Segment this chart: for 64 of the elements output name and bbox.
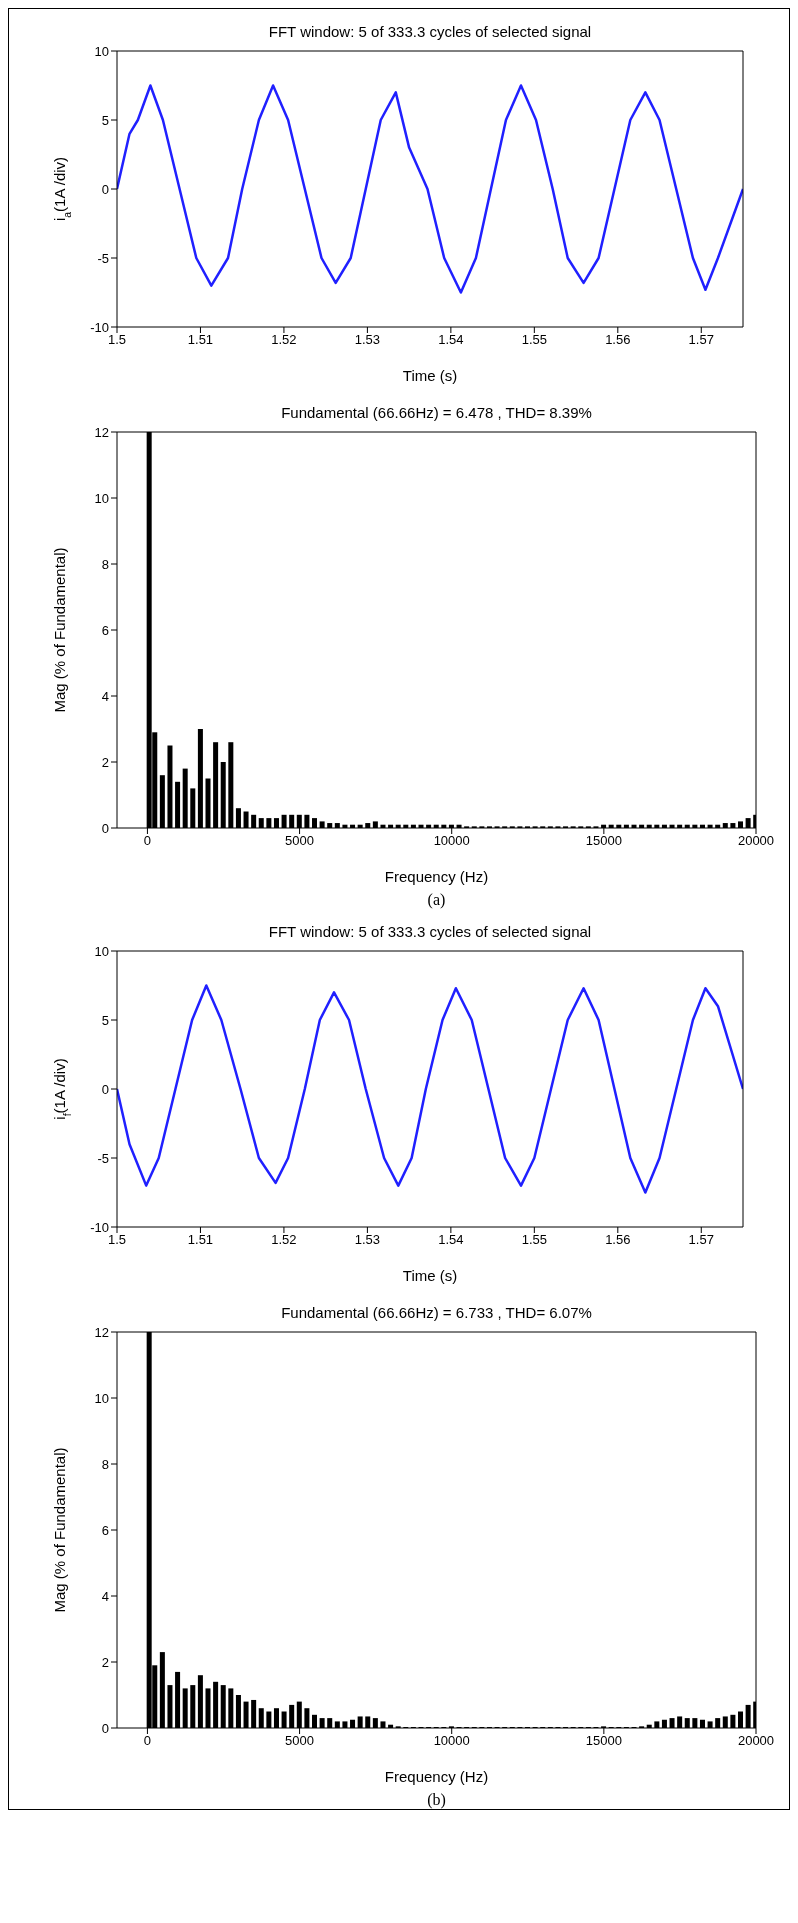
y-axis-title: Mag (% of Fundamental) bbox=[51, 1447, 68, 1613]
y-tick-label: 10 bbox=[94, 943, 109, 959]
x-tick-label: 20000 bbox=[737, 1733, 775, 1749]
y-axis-title: Mag (% of Fundamental) bbox=[51, 547, 68, 713]
x-tick-label: 0 bbox=[143, 833, 152, 849]
line-series bbox=[117, 84, 743, 294]
chart-title: FFT window: 5 of 333.3 cycles of selected signal bbox=[267, 923, 593, 940]
y-tick-label: 0 bbox=[101, 1720, 109, 1736]
y-tick-label: -10 bbox=[90, 1219, 109, 1235]
y-tick-label: 10 bbox=[94, 1390, 109, 1406]
y-tick-label: 10 bbox=[94, 43, 109, 59]
y-tick-label: 8 bbox=[101, 556, 109, 572]
x-axis-title: Frequency (Hz) bbox=[384, 1768, 489, 1785]
x-tick-label: 15000 bbox=[585, 1733, 622, 1749]
y-tick-label: 2 bbox=[101, 1654, 109, 1670]
x-tick-label: 0 bbox=[143, 1733, 152, 1749]
chart-title: Fundamental (66.66Hz) = 6.478 , THD= 8.39% bbox=[280, 404, 593, 421]
x-tick-label: 1.57 bbox=[688, 332, 714, 348]
y-tick-label: -5 bbox=[97, 1150, 109, 1166]
text: (b) bbox=[426, 1791, 447, 1809]
x-tick-label: 1.53 bbox=[354, 332, 381, 348]
x-tick-label: 15000 bbox=[585, 833, 622, 849]
x-axis-title: Time (s) bbox=[402, 1267, 458, 1284]
x-tick-label: 1.54 bbox=[438, 332, 464, 348]
y-tick-label: -10 bbox=[90, 319, 109, 335]
chart-title: Fundamental (66.66Hz) = 6.733 , THD= 6.07% bbox=[280, 1304, 593, 1321]
y-tick-label: 6 bbox=[101, 1522, 109, 1538]
x-tick-label: 10000 bbox=[433, 833, 470, 849]
x-axis-title: Frequency (Hz) bbox=[384, 868, 489, 885]
text: (a) bbox=[426, 891, 447, 909]
y-tick-label: 0 bbox=[101, 820, 109, 836]
x-tick-label: 10000 bbox=[433, 1733, 470, 1749]
y-tick-label: 6 bbox=[101, 622, 109, 638]
x-tick-label: 1.57 bbox=[688, 1232, 714, 1248]
x-tick-label: 1.53 bbox=[354, 1232, 381, 1248]
x-tick-label: 1.51 bbox=[187, 332, 214, 348]
x-tick-label: 1.52 bbox=[271, 1232, 297, 1248]
y-tick-label: -5 bbox=[97, 250, 109, 266]
x-tick-label: 1.55 bbox=[521, 1232, 547, 1248]
x-tick-label: 1.54 bbox=[438, 1232, 464, 1248]
y-tick-label: 12 bbox=[94, 1324, 109, 1340]
y-tick-label: 0 bbox=[101, 1081, 109, 1097]
x-tick-label: 1.51 bbox=[187, 1232, 214, 1248]
x-tick-label: 1.52 bbox=[271, 332, 297, 348]
y-tick-label: 12 bbox=[94, 424, 109, 440]
y-tick-label: 4 bbox=[101, 688, 109, 704]
line-series bbox=[117, 984, 743, 1194]
x-tick-label: 5000 bbox=[285, 833, 315, 849]
x-tick-label: 1.56 bbox=[605, 332, 631, 348]
x-tick-label: 20000 bbox=[737, 833, 775, 849]
x-tick-label: 1.55 bbox=[521, 332, 547, 348]
y-tick-label: 8 bbox=[101, 1456, 109, 1472]
x-tick-label: 1.5 bbox=[107, 1232, 127, 1248]
x-axis-title: Time (s) bbox=[402, 367, 458, 384]
y-tick-label: 0 bbox=[101, 181, 109, 197]
y-tick-label: 5 bbox=[101, 1012, 109, 1028]
y-tick-label: 10 bbox=[94, 490, 109, 506]
x-tick-label: 1.5 bbox=[107, 332, 127, 348]
y-tick-label: 2 bbox=[101, 754, 109, 770]
y-tick-label: 5 bbox=[101, 112, 109, 128]
x-tick-label: 1.56 bbox=[605, 1232, 631, 1248]
y-tick-label: 4 bbox=[101, 1588, 109, 1604]
x-tick-label: 5000 bbox=[285, 1733, 315, 1749]
chart-title: FFT window: 5 of 333.3 cycles of selected signal bbox=[267, 23, 593, 40]
